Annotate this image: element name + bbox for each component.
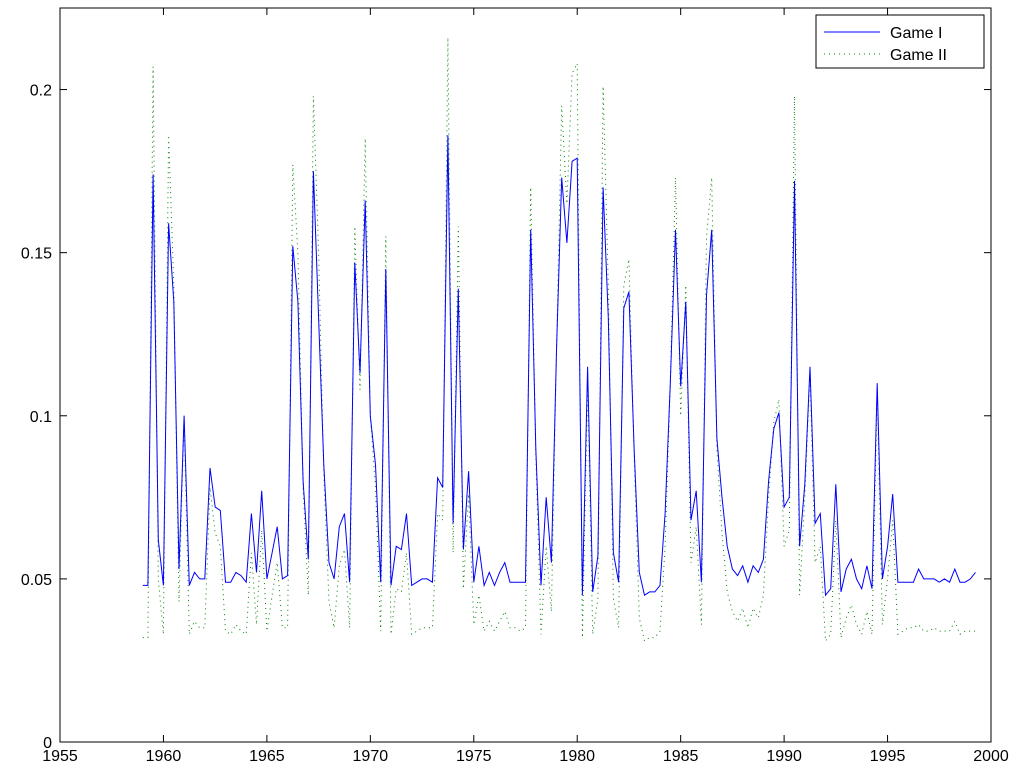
x-tick-label: 1955 (42, 748, 78, 765)
legend: Game I Game II (815, 14, 985, 69)
y-tick-label: 0.05 (21, 572, 52, 589)
plot-area (59, 7, 992, 743)
x-tick-label: 1975 (456, 748, 492, 765)
legend-label-game-i: Game I (890, 25, 942, 42)
tick-labels: 1955 1960 1965 1970 1975 1980 1985 1990 1995 2000… (21, 83, 1009, 765)
y-tick-label: 0.15 (21, 246, 52, 263)
x-tick-label: 2000 (973, 748, 1009, 765)
y-tick-label: 0.1 (30, 409, 52, 426)
x-tick-label: 1960 (146, 748, 182, 765)
y-tick-label: 0.2 (30, 83, 52, 100)
x-tick-label: 1965 (249, 748, 285, 765)
legend-box (815, 14, 985, 69)
series-line-game-i (142, 135, 976, 597)
x-tick-label: 1995 (870, 748, 906, 765)
x-tick-label: 1970 (353, 748, 389, 765)
legend-label-game-ii: Game II (890, 47, 947, 64)
x-tick-label: 1990 (766, 748, 802, 765)
x-tick-label: 1985 (663, 748, 699, 765)
x-tick-label: 1980 (559, 748, 595, 765)
y-tick-label: 0 (43, 735, 52, 752)
series-lines (142, 37, 976, 643)
axis-ticks (59, 8, 992, 743)
